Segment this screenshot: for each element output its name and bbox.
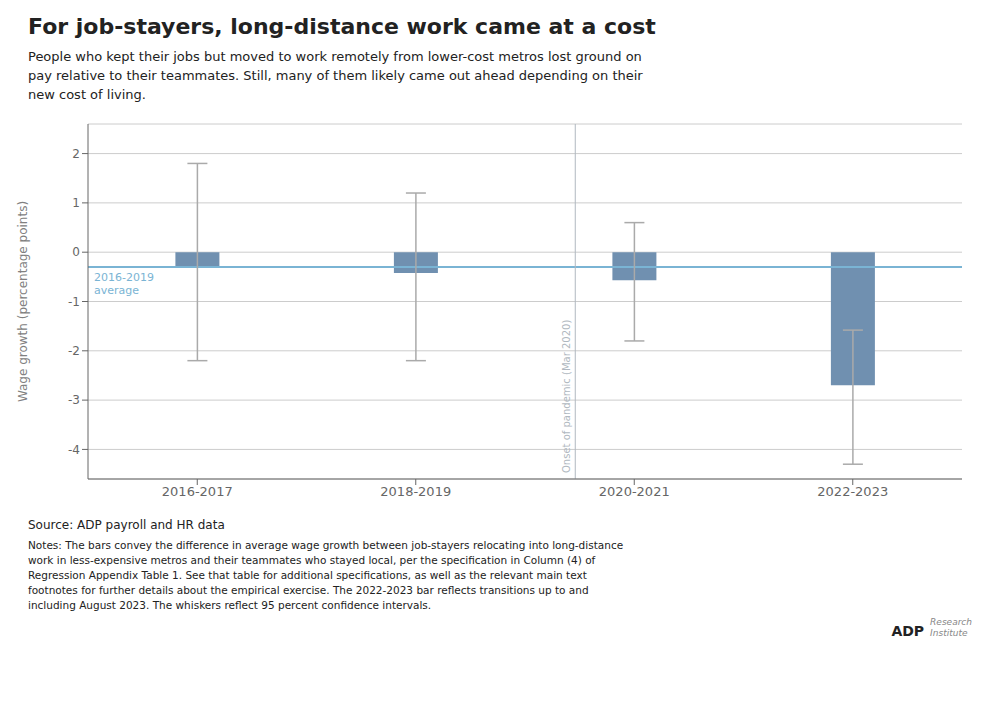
html-text:Research Institute: Research Institute xyxy=(930,617,972,638)
svg-text:-1: -1 xyxy=(68,295,80,309)
svg-text:2020-2021: 2020-2021 xyxy=(599,484,670,499)
svg-text:2016-2019average: 2016-2019average xyxy=(94,271,154,297)
svg-text:Onset of pandemic (Mar 2020): Onset of pandemic (Mar 2020) xyxy=(561,320,572,473)
html-text:ADP: ADP xyxy=(891,623,925,639)
svg-text:0: 0 xyxy=(72,245,80,259)
html-text:Source: ADP payroll and HR dat: Source: ADP payroll and HR data xyxy=(28,518,225,532)
svg-text:-3: -3 xyxy=(68,393,80,407)
svg-text:1: 1 xyxy=(72,196,80,210)
svg-text:-2: -2 xyxy=(68,344,80,358)
svg-text:2: 2 xyxy=(72,147,80,161)
svg-text:2018-2019: 2018-2019 xyxy=(380,484,451,499)
html-text:People who kept their jobs but: People who kept their jobs but moved to … xyxy=(28,49,643,102)
html-text:Notes: The bars convey the dif: Notes: The bars convey the difference in… xyxy=(28,539,624,611)
svg-text:2022-2023: 2022-2023 xyxy=(817,484,888,499)
svg-text:2016-2017: 2016-2017 xyxy=(162,484,233,499)
html-text:For job-stayers, long-distance: For job-stayers, long-distance work came… xyxy=(28,14,656,39)
svg-text:Wage growth (percentage points: Wage growth (percentage points) xyxy=(16,201,30,402)
svg-text:-4: -4 xyxy=(68,443,80,457)
